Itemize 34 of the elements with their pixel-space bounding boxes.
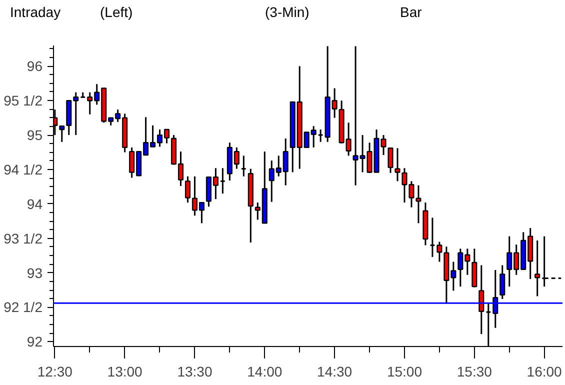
candlestick <box>416 184 422 224</box>
candlestick <box>240 154 247 178</box>
x-tick-label: 14:30 <box>317 364 352 380</box>
candlestick <box>184 176 191 204</box>
y-tick-label: 93 1/2 <box>4 230 43 246</box>
x-tick-label: 13:30 <box>177 364 212 380</box>
y-tick-label: 92 1/2 <box>4 299 43 316</box>
y-tick-label: 93 <box>26 264 43 281</box>
text: (Left) <box>100 3 133 22</box>
text: Bar <box>400 3 422 22</box>
candlestick <box>500 264 506 300</box>
y-tick-label: 95 1/2 <box>4 92 43 109</box>
candlestick <box>534 240 540 297</box>
y-tick-label: 92 <box>26 334 43 350</box>
y-tick-label: 94 1/2 <box>4 161 43 178</box>
chart-title: Intraday <box>10 3 61 22</box>
candlestick <box>436 241 442 263</box>
candlestick <box>430 216 436 258</box>
candlestick <box>318 128 324 143</box>
x-tick-label: 16:00 <box>526 364 562 380</box>
candlestick <box>220 167 226 194</box>
candlestick <box>388 147 394 174</box>
x-tick-label: 15:30 <box>456 364 492 380</box>
x-tick-label: 13:00 <box>107 364 143 380</box>
y-tick-label: 96 <box>26 58 43 74</box>
x-tick-label: 14:00 <box>247 364 282 380</box>
x-tick-label: 12:30 <box>37 364 73 380</box>
candlestick <box>59 125 65 143</box>
x-tick-label: 15:00 <box>386 364 422 380</box>
candlestick <box>478 264 484 335</box>
candlestick <box>394 147 400 182</box>
y-tick-label: 94 <box>26 196 43 212</box>
text: (3-Min) <box>265 3 310 22</box>
y-tick-label: 95 <box>26 127 43 144</box>
